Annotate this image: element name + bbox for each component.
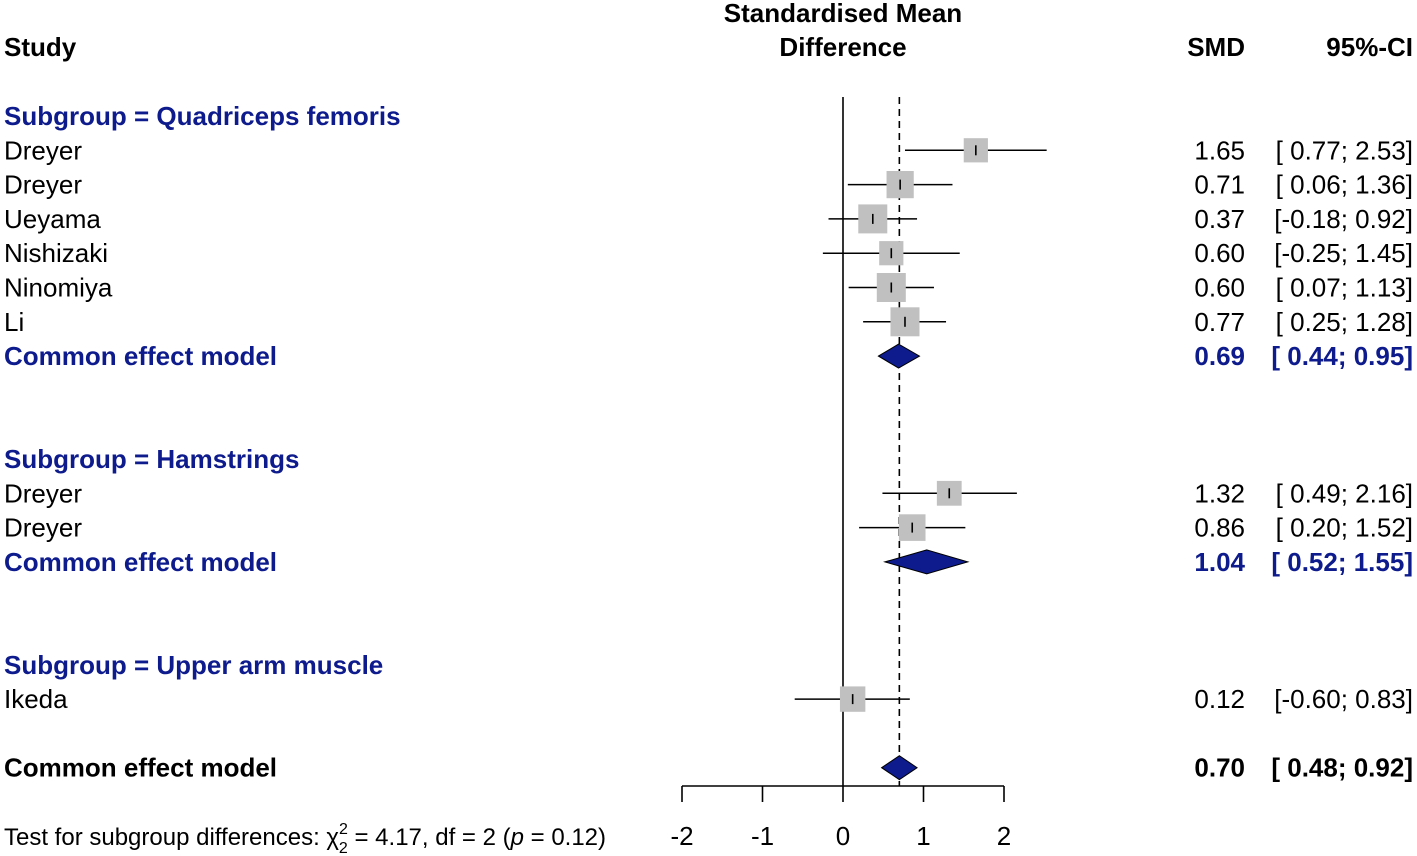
- study-smd-value: 0.60: [1194, 238, 1245, 268]
- pooled-label: Common effect model: [4, 547, 277, 577]
- overall-smd-value: 0.70: [1194, 753, 1245, 783]
- pooled-smd-value: 0.69: [1194, 341, 1245, 371]
- study-ci-value: [ 0.77; 2.53]: [1276, 135, 1413, 165]
- study-label: Dreyer: [4, 135, 82, 165]
- x-tick-label: 0: [836, 821, 850, 851]
- footnote-prefix: Test for subgroup differences:: [4, 824, 326, 851]
- subgroup-label: Subgroup = Quadriceps femoris: [4, 101, 401, 131]
- header-ci: 95%-CI: [1326, 32, 1413, 62]
- study-smd-value: 0.77: [1194, 307, 1245, 337]
- x-tick-label: 2: [997, 821, 1011, 851]
- overall-ci-value: [ 0.48; 0.92]: [1271, 753, 1413, 783]
- study-ci-value: [ 0.07; 1.13]: [1276, 273, 1413, 303]
- study-label: Li: [4, 307, 24, 337]
- study-label: Nishizaki: [4, 238, 108, 268]
- study-ci-value: [-0.60; 0.83]: [1274, 684, 1413, 714]
- study-label: Dreyer: [4, 513, 82, 543]
- reference-lines: [842, 97, 901, 786]
- header-study: Study: [4, 32, 77, 62]
- pooled-ci-value: [ 0.52; 1.55]: [1271, 547, 1413, 577]
- study-label: Dreyer: [4, 478, 82, 508]
- study-label: Dreyer: [4, 170, 82, 200]
- study-ci-value: [ 0.49; 2.16]: [1276, 478, 1413, 508]
- subgroup-label: Subgroup = Hamstrings: [4, 444, 299, 474]
- study-smd-value: 0.12: [1194, 684, 1245, 714]
- study-smd-value: 0.86: [1194, 513, 1245, 543]
- header-smd: SMD: [1187, 32, 1245, 62]
- x-axis: -2 -1 0 1 2: [670, 785, 1011, 851]
- pooled-diamond: [883, 549, 970, 575]
- footnote-chi-sup: 2: [339, 821, 348, 838]
- overall-label: Common effect model: [4, 753, 277, 783]
- footnote-p-value: = 0.12): [524, 824, 606, 851]
- study-smd-value: 1.65: [1194, 135, 1245, 165]
- overall-diamond: [880, 755, 918, 781]
- pooled-ci-value: [ 0.44; 0.95]: [1271, 341, 1413, 371]
- study-ci-value: [ 0.25; 1.28]: [1276, 307, 1413, 337]
- study-ci-value: [ 0.06; 1.36]: [1276, 170, 1413, 200]
- study-smd-value: 0.60: [1194, 273, 1245, 303]
- x-tick-label: -1: [751, 821, 774, 851]
- study-ci-value: [-0.25; 1.45]: [1274, 238, 1413, 268]
- x-tick-label: -2: [670, 821, 693, 851]
- study-smd-value: 0.71: [1194, 170, 1245, 200]
- footnote-p: p: [510, 824, 524, 851]
- plot-rows: Subgroup = Quadriceps femoris Dreyer 1.65 […: [4, 101, 1413, 783]
- study-label: Ueyama: [4, 204, 101, 234]
- x-tick-label: 1: [916, 821, 930, 851]
- pooled-diamond: [877, 343, 921, 369]
- footnote-chi-sub: 2: [339, 840, 348, 856]
- footnote-stat: = 4.17, df = 2 (: [348, 824, 511, 851]
- study-smd-value: 1.32: [1194, 478, 1245, 508]
- pooled-label: Common effect model: [4, 341, 277, 371]
- study-label: Ninomiya: [4, 273, 113, 303]
- study-ci-value: [ 0.20; 1.52]: [1276, 513, 1413, 543]
- footnote-chi: χ: [326, 824, 339, 851]
- study-ci-value: [-0.18; 0.92]: [1274, 204, 1413, 234]
- header-title-line1: Standardised Mean: [724, 0, 962, 28]
- subgroup-test-footnote: Test for subgroup differences: χ2 2 = 4.1…: [4, 821, 606, 856]
- pooled-smd-value: 1.04: [1194, 547, 1245, 577]
- study-smd-value: 0.37: [1194, 204, 1245, 234]
- study-label: Ikeda: [4, 684, 68, 714]
- header-title-line2: Difference: [779, 32, 906, 62]
- subgroup-label: Subgroup = Upper arm muscle: [4, 650, 383, 680]
